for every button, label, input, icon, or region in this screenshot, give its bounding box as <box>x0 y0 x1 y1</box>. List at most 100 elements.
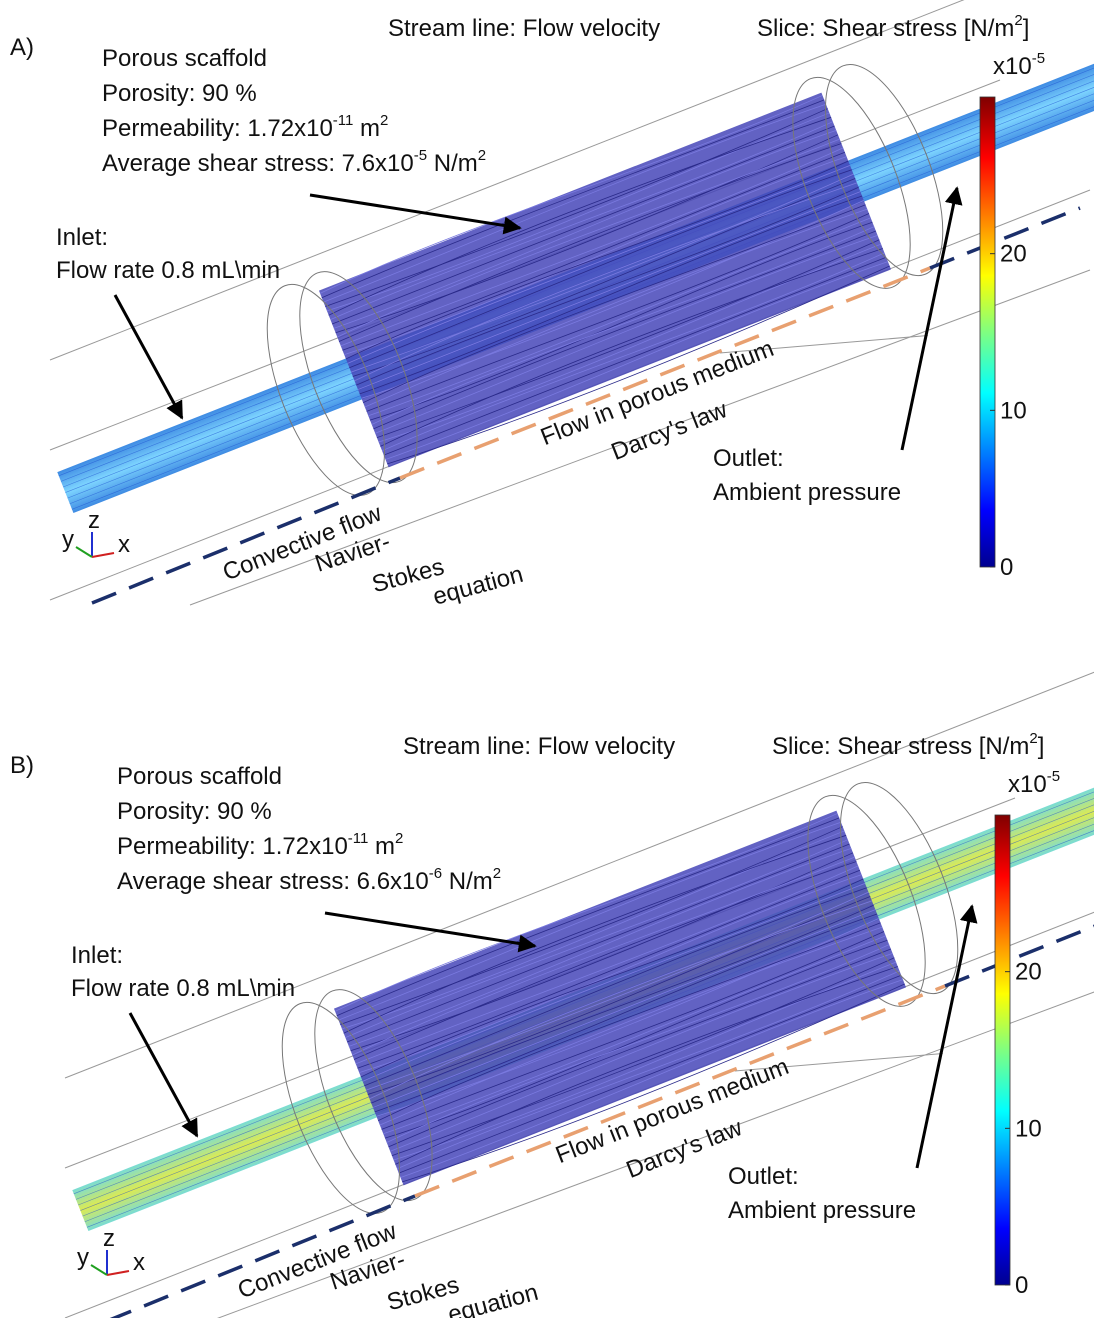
panel-label: B) <box>10 752 34 779</box>
streamline <box>350 852 854 1052</box>
text-run: m <box>368 833 395 860</box>
text-run: Average shear stress: 7.6x10 <box>102 150 414 177</box>
text-run: m <box>353 115 380 142</box>
slice-title: Slice: Shear stress [N/m2] <box>757 12 1029 42</box>
streamline <box>357 869 861 1069</box>
streamline <box>376 239 880 439</box>
text-run: N/m <box>442 868 493 895</box>
text-run: Average shear stress: 6.6x10 <box>117 868 429 895</box>
end-cap <box>807 794 926 1007</box>
streamline <box>350 173 854 373</box>
streamline <box>338 821 842 1021</box>
streamline <box>323 103 827 303</box>
colorbar <box>994 814 1011 1286</box>
colorbar <box>979 96 996 568</box>
text-run: ] <box>1038 733 1045 760</box>
streamline <box>352 856 855 1056</box>
outlet-label: Ambient pressure <box>713 479 901 506</box>
streamline <box>381 252 885 452</box>
streamline <box>395 966 898 1165</box>
streamline <box>388 948 892 1148</box>
colorbar-tick-label: 10 <box>1000 397 1027 424</box>
streamline <box>371 904 874 1104</box>
convective-label: equation <box>430 561 526 611</box>
streamline <box>359 874 862 1073</box>
streamline <box>367 896 871 1095</box>
streamline <box>336 817 840 1017</box>
axis-letter: y <box>62 526 74 553</box>
arrow <box>113 294 184 420</box>
end-cap <box>824 64 944 277</box>
superscript: -5 <box>414 147 427 164</box>
guide-line <box>734 1053 943 1072</box>
shear-stress: Average shear stress: 6.6x10-6 N/m2 <box>117 865 501 895</box>
inlet-label: Inlet: <box>56 224 108 251</box>
superscript: 2 <box>395 830 403 847</box>
scaffold-title: Porous scaffold <box>102 45 267 72</box>
streamline <box>362 883 866 1082</box>
streamline <box>387 265 890 465</box>
streamline <box>340 147 844 347</box>
superscript: 2 <box>1029 730 1037 747</box>
scale-factor: x10-5 <box>1008 768 1060 798</box>
text-run: Slice: Shear stress [N/m <box>772 733 1029 760</box>
geometry <box>57 50 1094 514</box>
dashed-line <box>944 924 1094 988</box>
colorbar-tick-label: 20 <box>1015 959 1042 986</box>
streamline-title: Stream line: Flow velocity <box>403 733 675 760</box>
colorbar-tick-label: 10 <box>1015 1115 1042 1142</box>
streamline <box>396 970 900 1170</box>
streamline <box>380 248 883 447</box>
superscript: -6 <box>429 865 442 882</box>
outlet-label: Outlet: <box>728 1163 799 1190</box>
dashed-line <box>399 266 931 480</box>
streamline <box>359 195 863 395</box>
guide-line <box>719 335 928 354</box>
superscript: 2 <box>380 112 388 129</box>
streamline <box>369 221 873 421</box>
axis-triad <box>75 546 93 558</box>
streamline <box>319 95 823 294</box>
axis-letter: x <box>133 1249 145 1276</box>
end-cap <box>299 271 418 484</box>
streamline <box>349 169 852 369</box>
text-run: x10 <box>993 53 1032 80</box>
streamline <box>393 961 897 1161</box>
streamline <box>368 217 871 417</box>
streamline <box>377 922 881 1122</box>
end-cap <box>281 1001 401 1214</box>
guide-line <box>189 269 1091 606</box>
scaffold-title: Porous scaffold <box>117 763 282 790</box>
streamline <box>348 848 852 1047</box>
streamline <box>390 953 893 1152</box>
end-cap <box>792 76 911 289</box>
streamline <box>342 151 846 351</box>
streamline <box>365 891 869 1091</box>
axis-triad <box>91 552 115 558</box>
streamline <box>381 931 885 1130</box>
porosity: Porosity: 90 % <box>102 80 257 107</box>
streamline <box>361 200 864 399</box>
scaffold <box>318 92 892 468</box>
streamline <box>321 99 825 299</box>
panel: A) Stream line: Flow velocity Slice: Shear… <box>10 0 1094 611</box>
text-run: Slice: Shear stress [N/m <box>757 15 1014 42</box>
scaffold <box>333 810 907 1186</box>
scale-factor: x10-5 <box>993 50 1045 80</box>
dashed-line <box>91 476 401 605</box>
streamline <box>383 256 887 456</box>
streamline <box>371 226 875 425</box>
permeability: Permeability: 1.72x10-11 m2 <box>102 112 388 142</box>
streamline <box>344 156 847 355</box>
streamline <box>330 121 833 320</box>
slice-title: Slice: Shear stress [N/m2] <box>772 730 1044 760</box>
outlet-label: Ambient pressure <box>728 1197 916 1224</box>
arrow <box>309 193 522 235</box>
end-cap <box>314 989 433 1202</box>
streamline <box>345 160 849 360</box>
streamline <box>340 826 843 1025</box>
streamline <box>391 957 895 1157</box>
streamline <box>346 843 850 1043</box>
text-run: x10 <box>1008 771 1047 798</box>
